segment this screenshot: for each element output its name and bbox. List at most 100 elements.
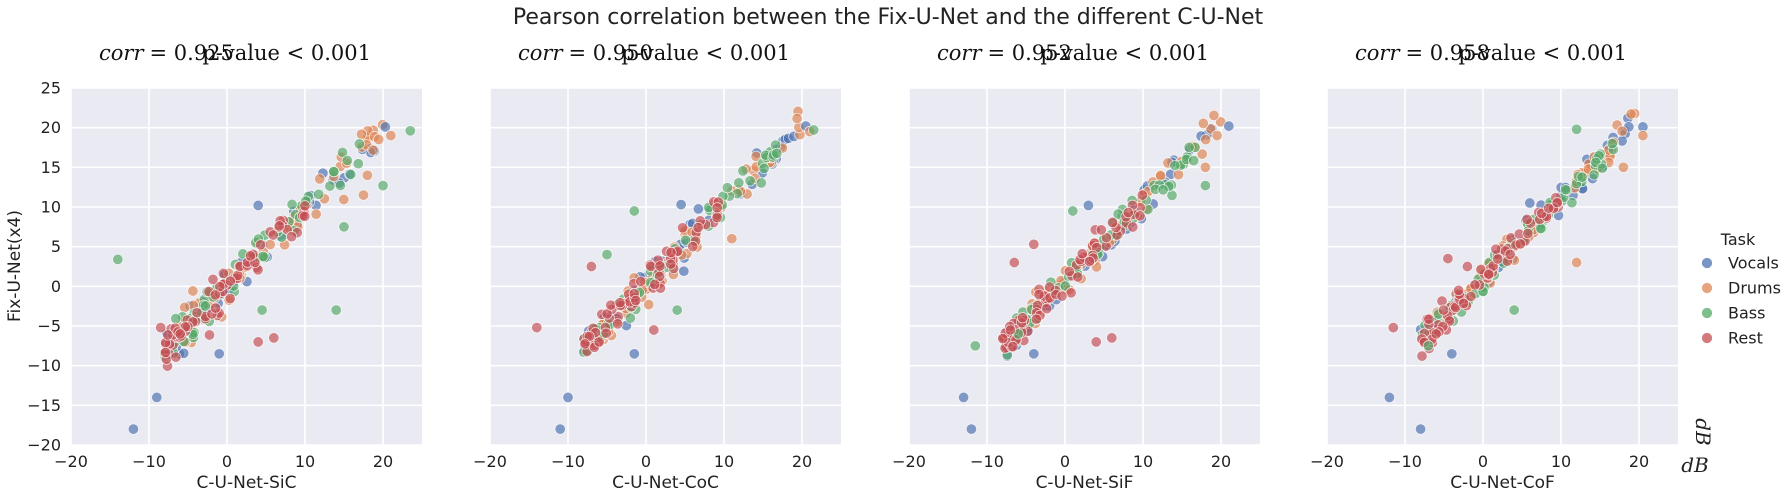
point-rest	[1416, 350, 1428, 362]
x-tick-label: 20	[373, 452, 393, 471]
point-bass	[112, 253, 124, 265]
point-rest	[692, 222, 704, 234]
panels-group: −20 −10 0 10 20 −20 −15 −10 −5 0 5 10 15 20 25 C-U-Net-…	[27, 41, 1678, 493]
pvalue-annotation: p-value < 0.001	[202, 41, 371, 65]
point-bass	[737, 165, 749, 177]
point-rest	[687, 241, 699, 253]
point-rest	[160, 346, 172, 358]
point-rest	[1056, 290, 1068, 302]
point-drums	[791, 112, 803, 125]
point-rest	[255, 239, 267, 251]
x-tick-label: 10	[1551, 452, 1571, 471]
point-bass	[1588, 169, 1600, 181]
point-rest	[1469, 279, 1481, 291]
point-vocals	[379, 121, 391, 133]
point-rest	[612, 318, 624, 330]
legend-marker-bass	[1701, 307, 1713, 319]
x-tick-label: −20	[54, 452, 88, 471]
point-bass	[170, 313, 182, 325]
point-bass	[624, 312, 636, 324]
point-vocals	[1415, 423, 1427, 435]
point-rest	[1543, 202, 1555, 214]
point-bass	[1067, 205, 1079, 217]
point-vocals	[628, 348, 640, 360]
point-rest	[1483, 268, 1495, 280]
legend-label-drums: Drums	[1728, 279, 1781, 298]
point-rest	[1387, 322, 1399, 334]
x-tick-label: −10	[132, 452, 166, 471]
x-tick-label: 20	[1211, 452, 1231, 471]
point-drums	[357, 189, 370, 201]
legend-marker-drums	[1701, 282, 1713, 294]
corr-annotation: corr = 0.952	[937, 41, 1072, 65]
x-tick-label: −20	[473, 452, 507, 471]
point-rest	[1063, 265, 1075, 278]
legend-marker-rest	[1701, 332, 1713, 344]
point-rest	[1136, 189, 1148, 201]
point-rest	[1028, 238, 1040, 250]
point-rest	[273, 220, 285, 232]
point-rest	[286, 231, 298, 243]
point-rest	[191, 307, 203, 319]
point-bass	[1606, 138, 1618, 150]
y-tick-label: −15	[27, 396, 61, 415]
point-rest	[1504, 248, 1516, 260]
x-tick-label: 0	[1478, 452, 1488, 471]
corr-annotation: corr = 0.950	[518, 41, 653, 65]
point-rest	[585, 260, 597, 273]
point-bass	[336, 146, 349, 159]
x-tick-label: 10	[714, 452, 734, 471]
point-rest	[1453, 284, 1465, 296]
point-rest	[1122, 207, 1134, 219]
x-tick-label: 0	[641, 452, 651, 471]
point-rest	[1465, 290, 1477, 303]
point-bass	[256, 304, 268, 316]
point-bass	[377, 180, 389, 192]
x-tick-label: −10	[551, 452, 585, 471]
corr-value: = 0.958	[1405, 41, 1489, 65]
point-rest	[1083, 255, 1096, 268]
point-bass	[352, 158, 364, 170]
point-rest	[299, 210, 311, 222]
point-rest	[209, 289, 221, 301]
point-rest	[1072, 271, 1084, 283]
point-vocals	[1082, 199, 1094, 211]
point-vocals	[151, 391, 163, 403]
point-drums	[355, 128, 368, 140]
point-rest	[1423, 313, 1435, 325]
corr-annotation: corr = 0.925	[99, 41, 234, 65]
x-tick-label: 20	[1629, 452, 1649, 471]
point-rest	[174, 328, 186, 340]
point-rest	[1551, 196, 1563, 209]
point-rest	[665, 246, 677, 258]
point-vocals	[213, 348, 225, 360]
point-rest	[1490, 243, 1502, 255]
point-vocals	[562, 391, 574, 403]
legend-label-bass: Bass	[1728, 304, 1765, 323]
point-rest	[1017, 312, 1029, 324]
point-rest	[600, 327, 612, 339]
x-tick-label: 10	[1133, 452, 1153, 471]
point-rest	[1076, 248, 1088, 260]
point-rest	[1095, 224, 1107, 236]
point-rest	[677, 222, 689, 234]
point-bass	[744, 175, 756, 187]
point-rest	[1106, 332, 1118, 344]
panel-3: −20 −10 0 10 20 C-U-Net-SiF corr = 0.952p-value…	[892, 41, 1260, 493]
corr-symbol: corr	[518, 41, 564, 65]
point-drums	[1211, 130, 1223, 142]
panel-1: −20 −10 0 10 20 −20 −15 −10 −5 0 5 10 15 20 25 C-U-Net-…	[27, 41, 422, 493]
point-rest	[162, 329, 174, 341]
point-rest	[1127, 221, 1139, 233]
point-rest	[244, 250, 257, 262]
point-rest	[224, 275, 236, 287]
point-bass	[1188, 155, 1200, 167]
point-vocals	[1383, 391, 1395, 403]
point-rest	[170, 351, 182, 363]
point-bass	[1596, 162, 1608, 174]
point-rest	[1438, 304, 1450, 316]
point-drums	[1625, 108, 1637, 120]
y-tick-label: 5	[51, 237, 61, 256]
y-tick-label: 25	[41, 79, 61, 98]
point-drums	[338, 193, 350, 206]
